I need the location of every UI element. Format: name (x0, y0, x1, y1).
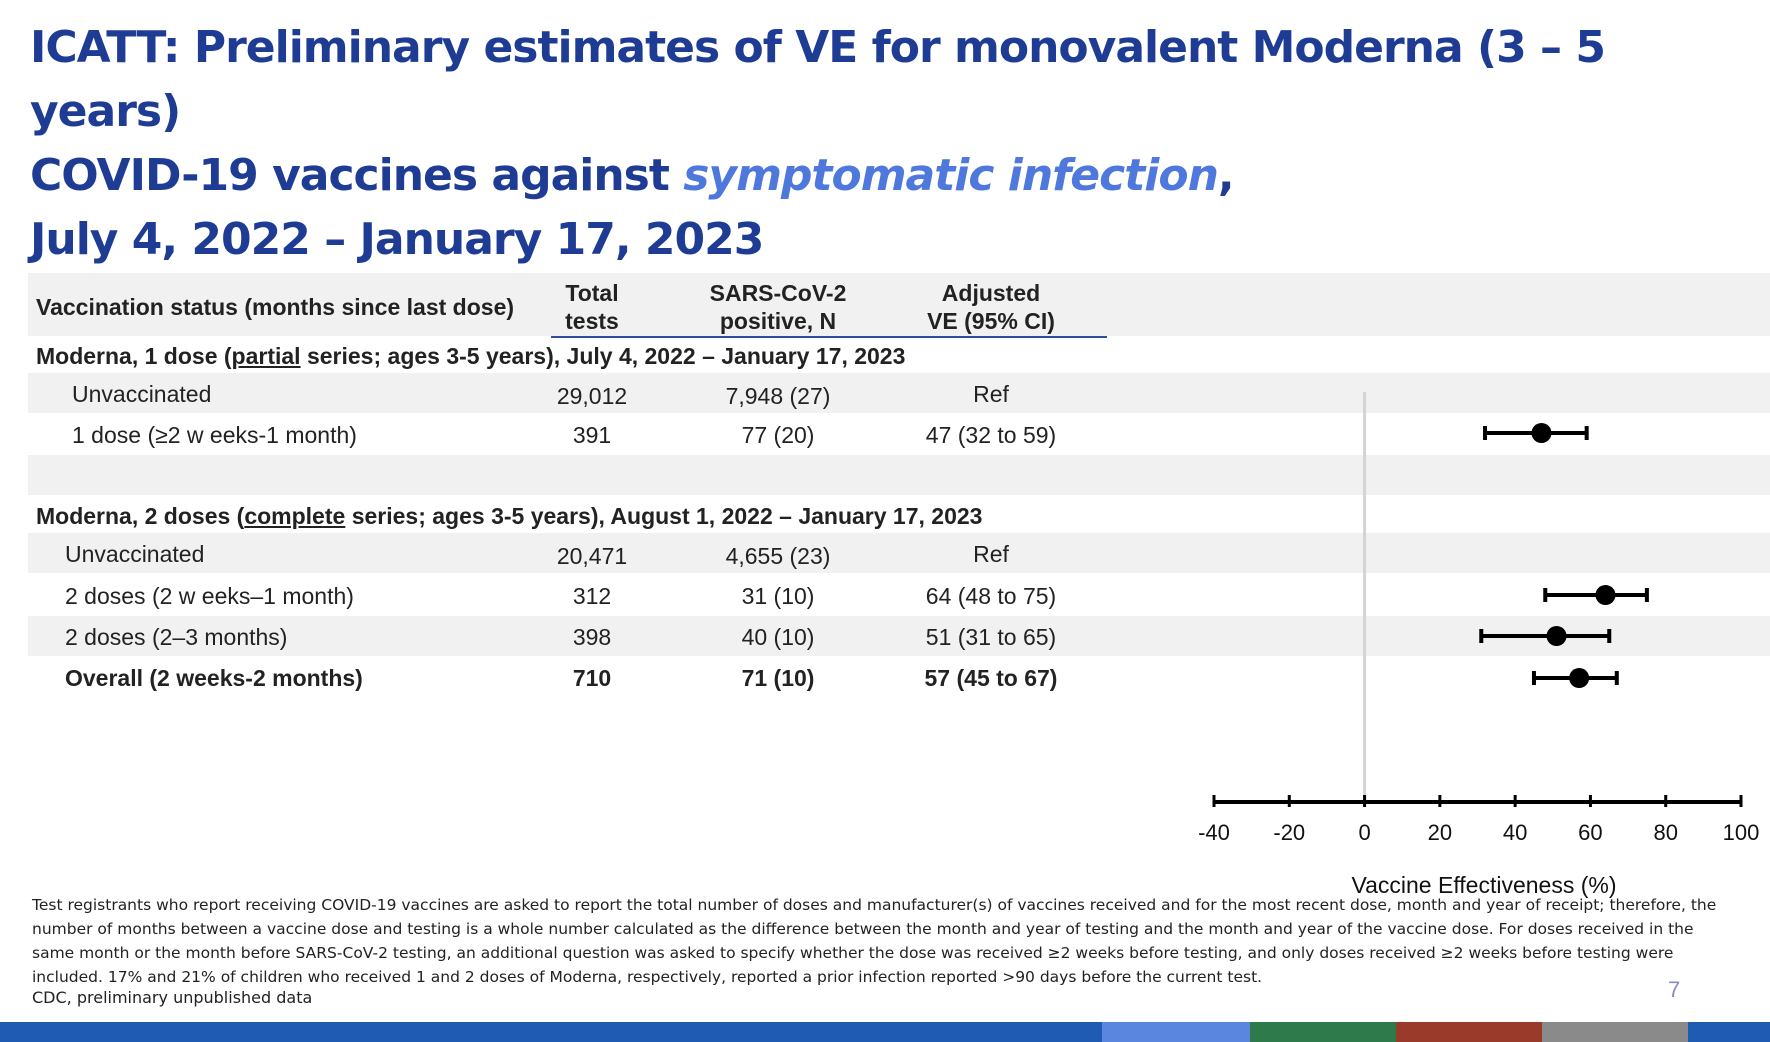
x-tick-label: 40 (1503, 820, 1527, 845)
row-ve: Ref (973, 381, 1009, 407)
ve-point (1546, 626, 1567, 646)
x-tick-label: 60 (1578, 820, 1602, 845)
x-tick-label: 80 (1653, 820, 1677, 845)
group-2-underlined: complete (244, 503, 346, 529)
row-total: 312 (572, 583, 612, 609)
row-total: 398 (572, 624, 612, 650)
row-band (28, 373, 1770, 413)
title-line-3: July 4, 2022 – January 17, 2023 (30, 214, 764, 265)
row-status: 2 doses (2 w eeks–1 month) (65, 583, 354, 609)
color-bar-segment (1396, 1022, 1542, 1042)
header-positive-1: SARS-CoV-2 (709, 280, 847, 306)
x-tick-label: 20 (1428, 820, 1452, 845)
slide-title: ICATT: Preliminary estimates of VE for m… (30, 16, 1710, 272)
row-positive: 71 (10) (741, 665, 815, 691)
header-underline (551, 336, 1107, 338)
forest-plot: -40 -20 0 20 40 60 80 100 Vaccine Effectiveness … (1198, 392, 1760, 898)
title-line-2-prefix: COVID-19 vaccines against (30, 150, 684, 201)
group-heading-2: Moderna, 2 doses (complete series; ages … (36, 502, 982, 530)
x-axis-label: Vaccine Effectiveness (%) (1351, 872, 1616, 898)
ve-point (1531, 423, 1552, 443)
color-bar-segment (1688, 1022, 1770, 1042)
row-ve: 47 (32 to 59) (925, 422, 1057, 448)
row-total: 710 (572, 665, 612, 691)
color-bar-segment (1542, 1022, 1688, 1042)
header-ve-1: Adjusted (941, 280, 1041, 306)
table-header-band (28, 273, 1770, 336)
row-status: 1 dose (≥2 w eeks-1 month) (72, 422, 357, 448)
footnote: Test registrants who report receiving CO… (32, 896, 1717, 986)
row-positive: 31 (10) (741, 583, 815, 609)
ve-point (1595, 585, 1616, 605)
group-1-underlined: partial (231, 343, 301, 369)
bottom-color-bar (0, 1022, 1770, 1042)
group-1-suffix: series; ages 3-5 years), July 4, 2022 – … (300, 343, 906, 369)
title-line-2-suffix: , (1217, 150, 1235, 201)
row-status: Overall (2 weeks-2 months) (65, 665, 363, 691)
x-tick-label: 100 (1723, 820, 1760, 845)
row-positive: 40 (10) (741, 624, 815, 650)
row-total: 391 (572, 422, 612, 448)
header-total-1: Total (565, 280, 619, 306)
row-band (28, 533, 1770, 573)
row-band (28, 455, 1770, 495)
page-number: 7 (1668, 977, 1681, 1002)
row-ve: 64 (48 to 75) (925, 583, 1057, 609)
row-positive: 77 (20) (741, 422, 815, 448)
title-emphasis: symptomatic infection (683, 150, 1219, 201)
row-positive: 7,948 (27) (725, 383, 831, 409)
color-bar-segment (1102, 1022, 1250, 1042)
group-2-prefix: Moderna, 2 doses ( (36, 503, 245, 529)
row-ve: 51 (31 to 65) (925, 624, 1057, 650)
group-1-prefix: Moderna, 1 dose ( (36, 343, 232, 369)
title-line-2: COVID-19 vaccines against symptomatic in… (30, 144, 1710, 208)
row-total: 29,012 (556, 383, 628, 409)
color-bar-segment (0, 1022, 1102, 1042)
x-tick-label: -20 (1273, 820, 1305, 845)
row-ve: Ref (973, 541, 1009, 567)
group-2-suffix: series; ages 3-5 years), August 1, 2022 … (345, 503, 983, 529)
title-line-1: ICATT: Preliminary estimates of VE for m… (30, 22, 1606, 137)
header-total-2: tests (565, 308, 619, 334)
source-note: CDC, preliminary unpublished data (32, 988, 313, 1007)
row-positive: 4,655 (23) (725, 543, 831, 569)
x-tick-label: -40 (1198, 820, 1230, 845)
row-ve: 57 (45 to 67) (924, 665, 1058, 691)
row-total: 20,471 (556, 543, 628, 569)
header-positive-2: positive, N (719, 308, 837, 334)
group-heading-1: Moderna, 1 dose (partial series; ages 3-… (36, 342, 905, 370)
header-ve-2: VE (95% CI) (927, 308, 1055, 334)
ve-point (1569, 668, 1590, 688)
row-status: Unvaccinated (72, 381, 212, 407)
row-status: 2 doses (2–3 months) (65, 624, 288, 650)
x-tick-label: 0 (1358, 820, 1370, 845)
header-status: Vaccination status (months since last do… (36, 294, 515, 320)
row-status: Unvaccinated (65, 541, 205, 567)
color-bar-segment (1250, 1022, 1396, 1042)
